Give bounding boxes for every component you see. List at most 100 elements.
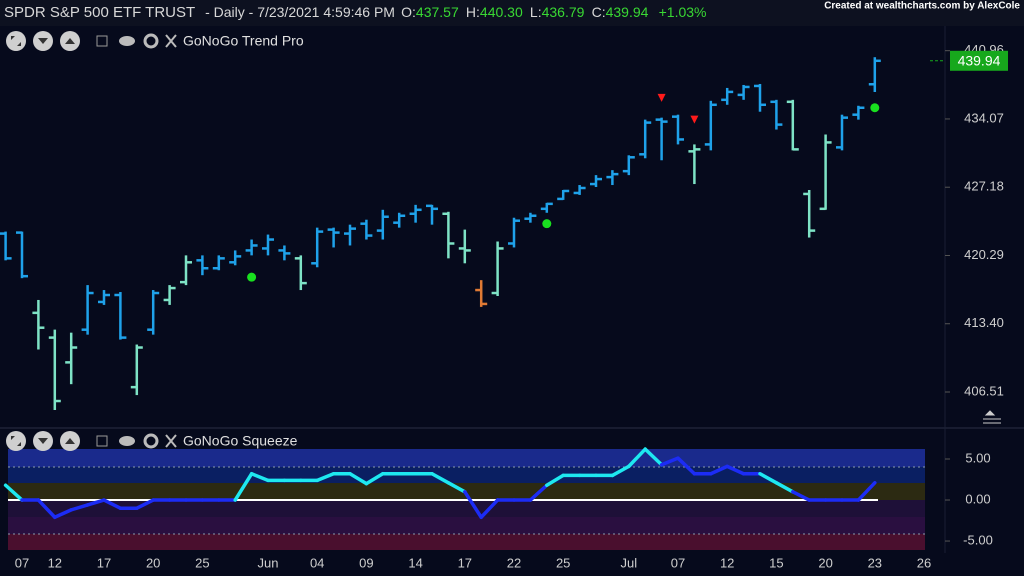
- close-button[interactable]: [165, 434, 177, 448]
- settings-button[interactable]: [143, 33, 159, 49]
- symbol: SPDR S&P 500 ETF TRUST: [4, 4, 195, 21]
- squeeze-line: [627, 447, 647, 469]
- squeeze-line: [69, 503, 90, 512]
- squeeze-line: [315, 472, 336, 483]
- close-button[interactable]: [165, 34, 177, 48]
- panel-title: GoNoGo Trend Pro: [183, 33, 304, 49]
- x-tick-label: Jul: [620, 555, 637, 570]
- y-tick-label: 420.29: [964, 247, 1004, 262]
- high-label: H:: [466, 4, 480, 20]
- x-tick-label: Jun: [258, 555, 279, 570]
- close-label: C:: [592, 4, 606, 20]
- squeeze-line: [36, 498, 57, 519]
- y-tick-label: -5.00: [963, 532, 993, 547]
- expand-button[interactable]: [6, 431, 26, 451]
- plot-area: [0, 57, 881, 519]
- interval: - Daily - 7/23/2021 4:59:46 PM: [205, 4, 395, 20]
- squeeze-line: [102, 498, 123, 510]
- nogo-marker: [657, 93, 666, 102]
- x-tick-label: 22: [507, 555, 521, 570]
- y-tick-label: 427.18: [964, 179, 1004, 194]
- squeeze-line: [725, 464, 746, 476]
- eye-button[interactable]: [119, 36, 135, 46]
- high-value: 440.30: [480, 4, 523, 20]
- squeeze-line: [479, 498, 500, 519]
- down-icon: [38, 38, 48, 44]
- x-tick-label: 17: [458, 555, 472, 570]
- close-value: 439.94: [606, 4, 649, 20]
- y-tick-label: 434.07: [964, 110, 1004, 125]
- squeeze-line: [446, 481, 467, 494]
- header-bar: [0, 0, 1024, 26]
- up-icon: [65, 438, 75, 444]
- squeeze-line: [135, 498, 155, 510]
- squeeze-line: [643, 447, 664, 467]
- settings-button[interactable]: [143, 433, 159, 449]
- change: +1.03%: [659, 4, 707, 20]
- squeeze-line: [610, 464, 631, 478]
- x-tick-label: 20: [146, 555, 160, 570]
- squeeze-line: [791, 490, 811, 502]
- up-icon: [65, 38, 75, 44]
- y-tick-label: 0.00: [965, 491, 990, 506]
- expand-button[interactable]: [6, 31, 26, 51]
- x-tick-label: 07: [671, 555, 685, 570]
- collapse-button[interactable]: [96, 435, 108, 447]
- x-tick-label: 09: [359, 555, 373, 570]
- squeeze-line: [528, 483, 549, 502]
- squeeze-line: [233, 472, 254, 502]
- squeeze-line: [676, 456, 697, 476]
- axis-handle-icon[interactable]: [983, 410, 1001, 424]
- band: [8, 517, 925, 534]
- x-tick-label: 25: [195, 555, 209, 570]
- expand-icon: [11, 36, 21, 46]
- nogo-marker: [690, 115, 699, 124]
- y-tick-label: 413.40: [964, 315, 1004, 330]
- x-tick-label: 25: [556, 555, 570, 570]
- squeeze-line: [463, 490, 483, 519]
- go-dot: [870, 103, 880, 113]
- header: SPDR S&P 500 ETF TRUST - Daily - 7/23/20…: [4, 4, 706, 21]
- x-tick-label: 17: [97, 555, 111, 570]
- eye-button[interactable]: [119, 436, 135, 446]
- squeeze-line: [3, 483, 24, 502]
- squeeze-line: [774, 481, 795, 494]
- x-tick-label: 20: [818, 555, 832, 570]
- x-tick-label: 26: [917, 555, 931, 570]
- down-icon: [38, 438, 48, 444]
- trend-toolbar: GoNoGo Trend Pro: [6, 31, 304, 51]
- y-tick-label: 406.51: [964, 383, 1004, 398]
- squeeze-line: [758, 472, 779, 485]
- squeeze-line: [545, 473, 565, 488]
- x-tick-label: 04: [310, 555, 324, 570]
- go-dot: [542, 219, 552, 229]
- x-tick-label: 12: [720, 555, 734, 570]
- band: [8, 449, 925, 467]
- squeeze-line: [709, 464, 729, 476]
- squeeze-line: [348, 472, 369, 486]
- x-tick-label: 07: [15, 555, 29, 570]
- squeeze-line: [53, 508, 73, 519]
- squeeze-line: [856, 481, 877, 502]
- squeeze-toolbar: GoNoGo Squeeze: [6, 431, 298, 451]
- squeeze-bands: [8, 449, 925, 550]
- low-value: 436.79: [542, 4, 585, 20]
- squeeze-line: [249, 472, 270, 483]
- squeeze-line: [364, 472, 385, 486]
- axis-handle[interactable]: [983, 410, 1001, 424]
- go-dot: [247, 272, 257, 282]
- last-price-tag: [950, 50, 1008, 71]
- squeeze-line: [659, 456, 680, 467]
- x-tick-label: 23: [868, 555, 882, 570]
- band: [8, 534, 925, 550]
- last-price-label: 439.94: [958, 52, 1001, 68]
- low-label: L:: [530, 4, 542, 20]
- collapse-button[interactable]: [96, 35, 108, 47]
- credit: Created at wealthcharts.com by AlexCole: [824, 1, 1020, 12]
- squeeze-line: [430, 472, 451, 485]
- expand-icon: [11, 436, 21, 446]
- x-tick-label: 14: [408, 555, 422, 570]
- band: [8, 500, 925, 517]
